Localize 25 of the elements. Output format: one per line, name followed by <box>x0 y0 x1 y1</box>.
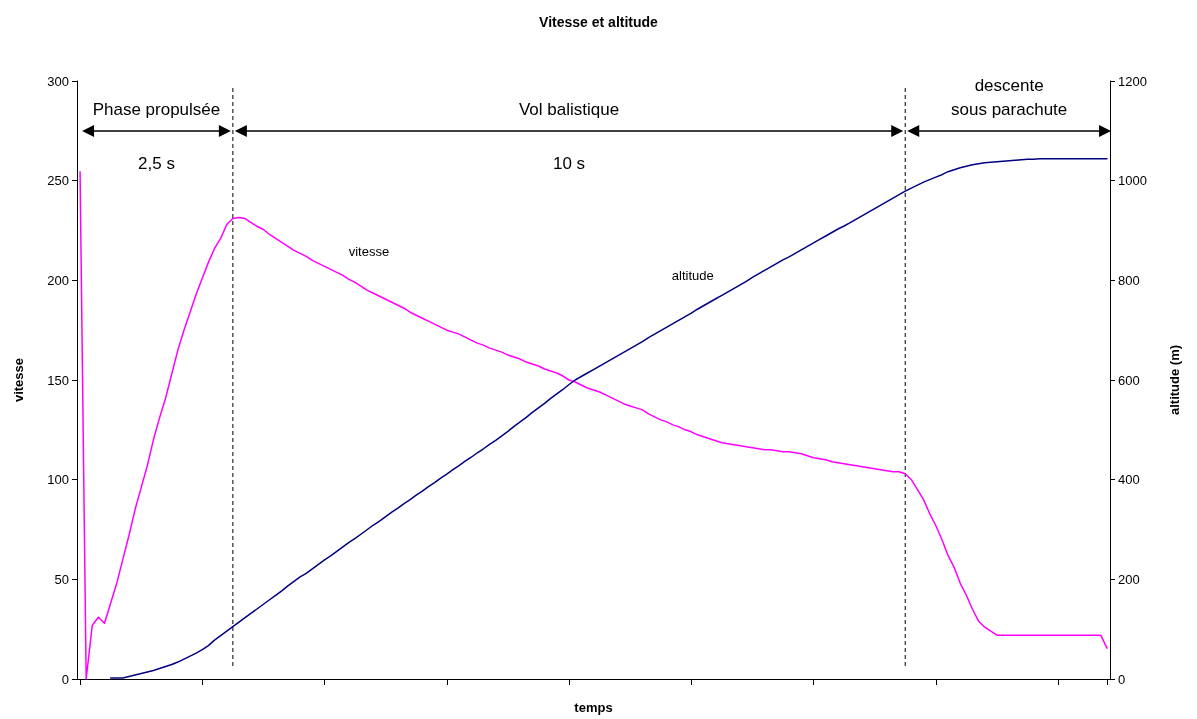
annotation: 2,5 s <box>138 153 175 173</box>
y-tick-label: 300 <box>47 73 69 89</box>
annotation: Vol balistique <box>518 99 620 119</box>
y2-tick-label: 1200 <box>1118 73 1147 89</box>
y2-tick-label: 0 <box>1118 671 1126 687</box>
y2-tick-label: 800 <box>1118 272 1140 288</box>
y2-axis-title: altitude (m) <box>1167 344 1182 416</box>
y2-tick-label: 400 <box>1118 472 1140 488</box>
x-axis-title: temps <box>574 700 613 715</box>
y-tick-label: 50 <box>54 571 69 587</box>
y-tick-label: 250 <box>47 173 69 189</box>
y-axis-title: vitesse <box>11 357 26 403</box>
y2-tick-label: 200 <box>1118 571 1140 587</box>
annotation: 10 s <box>552 153 586 173</box>
series-label: altitude <box>671 268 714 284</box>
series-label: vitesse <box>348 244 390 260</box>
y-tick-label: 0 <box>61 671 69 687</box>
y-tick-label: 100 <box>47 472 69 488</box>
annotation: Phase propulsée <box>92 99 221 119</box>
chart-title: Vitesse et altitude <box>539 14 659 30</box>
y-tick-label: 200 <box>47 272 69 288</box>
y2-tick-label: 1000 <box>1118 173 1147 189</box>
y-tick-label: 150 <box>47 372 69 388</box>
y2-tick-label: 600 <box>1118 372 1140 388</box>
annotation: descente sous parachute <box>951 75 1068 119</box>
